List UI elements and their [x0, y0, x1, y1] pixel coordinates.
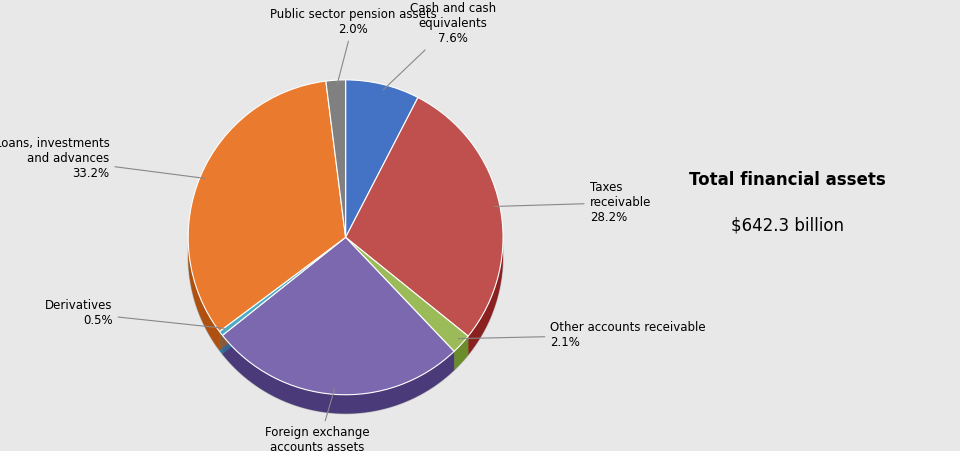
Polygon shape — [223, 237, 346, 354]
Text: Public sector pension assets
2.0%: Public sector pension assets 2.0% — [270, 8, 437, 85]
Wedge shape — [188, 81, 346, 331]
Polygon shape — [188, 238, 220, 350]
Wedge shape — [346, 97, 503, 336]
Polygon shape — [454, 336, 468, 370]
Text: Derivatives
0.5%: Derivatives 0.5% — [45, 299, 225, 328]
Text: Other accounts receivable
2.1%: Other accounts receivable 2.1% — [458, 321, 706, 349]
Wedge shape — [220, 237, 346, 336]
Polygon shape — [346, 237, 454, 370]
Polygon shape — [346, 237, 454, 370]
Text: Taxes
receivable
28.2%: Taxes receivable 28.2% — [494, 181, 651, 224]
Wedge shape — [325, 80, 346, 237]
Text: Cash and cash
equivalents
7.6%: Cash and cash equivalents 7.6% — [383, 2, 495, 90]
Polygon shape — [223, 336, 454, 414]
Polygon shape — [220, 237, 346, 350]
Text: Loans, investments
and advances
33.2%: Loans, investments and advances 33.2% — [0, 137, 205, 180]
Polygon shape — [468, 242, 503, 355]
Polygon shape — [223, 237, 346, 354]
Wedge shape — [223, 237, 454, 395]
Polygon shape — [188, 99, 503, 414]
Polygon shape — [220, 237, 346, 350]
Polygon shape — [346, 237, 468, 355]
Wedge shape — [346, 80, 418, 237]
Polygon shape — [220, 331, 223, 354]
Wedge shape — [346, 237, 468, 351]
Text: Total financial assets: Total financial assets — [689, 171, 885, 189]
Polygon shape — [346, 237, 468, 355]
Text: Foreign exchange
accounts assets
26.4%: Foreign exchange accounts assets 26.4% — [265, 389, 370, 451]
Text: $642.3 billion: $642.3 billion — [731, 216, 844, 235]
